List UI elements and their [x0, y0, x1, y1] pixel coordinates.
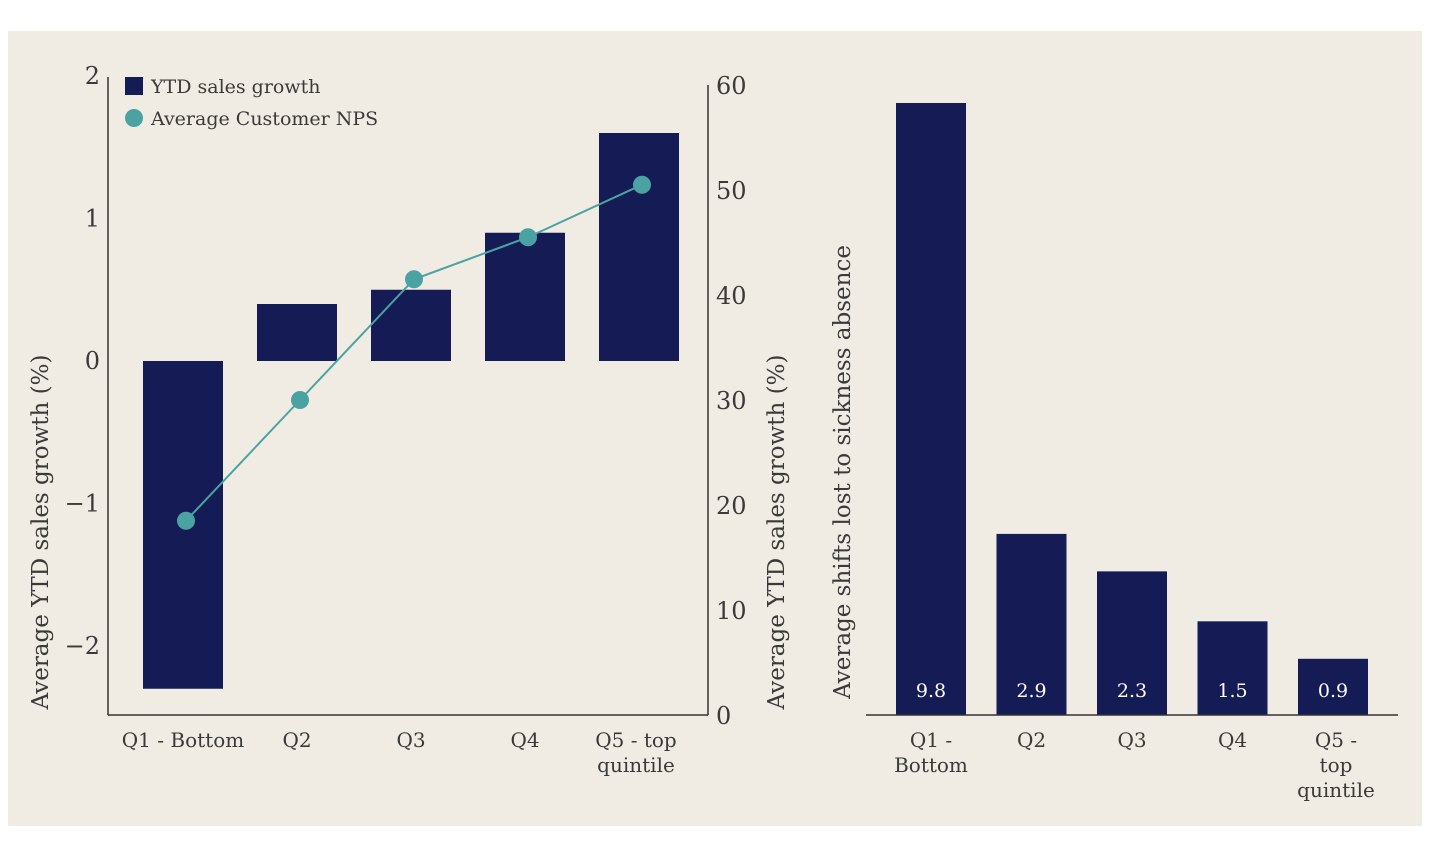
left-y-tick-label: −2 [65, 632, 100, 660]
right-y-tick-label: 30 [716, 387, 747, 415]
left-y-tick-label: 0 [85, 347, 100, 375]
nps-point [519, 228, 537, 247]
nps-point [291, 391, 309, 409]
legend-label-bar: YTD sales growth [150, 76, 321, 98]
sickness-bar [1097, 571, 1167, 715]
left-x-category-label: Q2 [282, 728, 311, 752]
left-y-tick-label: 2 [85, 62, 100, 90]
nps-point [633, 175, 651, 194]
nps-point [405, 270, 423, 289]
sickness-bar-value-label: 9.8 [916, 680, 946, 702]
sickness-x-category-label: Q3 [1117, 728, 1146, 752]
left-x-category-label: Q4 [510, 728, 539, 752]
left-y-axis-title: Average YTD sales growth (%) [28, 355, 54, 711]
right-y-tick-label: 60 [716, 72, 747, 100]
sales-growth-bar [371, 289, 451, 361]
legend-label-line: Average Customer NPS [150, 108, 378, 130]
right-y-tick-label: 50 [716, 177, 747, 205]
sickness-bar [896, 102, 966, 716]
right-y-tick-label: 20 [716, 492, 747, 520]
left-x-category-label: Q3 [396, 728, 425, 752]
left-x-category-label: Q1 - Bottom [122, 728, 244, 752]
right-y-tick-label: 0 [716, 702, 731, 730]
right-y-tick-label: 10 [716, 597, 747, 625]
sickness-x-category-label: Q2 [1017, 728, 1046, 752]
legend: YTD sales growth Average Customer NPS [125, 76, 378, 130]
sickness-bar [996, 533, 1067, 715]
sickness-bar-value-label: 2.9 [1016, 680, 1046, 702]
sickness-bar-value-label: 1.5 [1217, 680, 1247, 702]
right-y-tick-label: 40 [716, 282, 747, 310]
chart-panel [8, 31, 1422, 826]
sales-growth-bar [485, 232, 565, 361]
sickness-bar-value-label: 0.9 [1318, 680, 1348, 702]
right-y-axis-title: Average YTD sales growth (%) [764, 355, 790, 711]
sickness-absence-chart: 9.8 2.9 2.3 1.5 0.9 Q1 -Bottom Q2 Q3 Q4 Q5 -top q… [830, 102, 1398, 802]
sickness-x-category-label: Q1 -Bottom [894, 728, 968, 777]
sales-growth-bar [599, 133, 679, 361]
sickness-y-axis-title: Average shifts lost to sickness absence [830, 245, 856, 700]
sickness-bar-value-label: 2.3 [1117, 680, 1147, 702]
legend-line-swatch [125, 109, 143, 127]
sickness-x-category-label: Q5 -top quintile [1297, 728, 1375, 802]
legend-bar-swatch [125, 77, 143, 95]
left-x-category-label: Q5 - top quintile [595, 728, 676, 777]
sickness-bar [1298, 658, 1368, 715]
left-y-tick-label: −1 [65, 490, 100, 518]
sickness-bar [1197, 621, 1268, 715]
nps-point [177, 511, 195, 530]
sales-growth-bar [257, 304, 337, 361]
sickness-x-category-label: Q4 [1218, 728, 1247, 752]
left-y-tick-label: 1 [85, 205, 100, 233]
